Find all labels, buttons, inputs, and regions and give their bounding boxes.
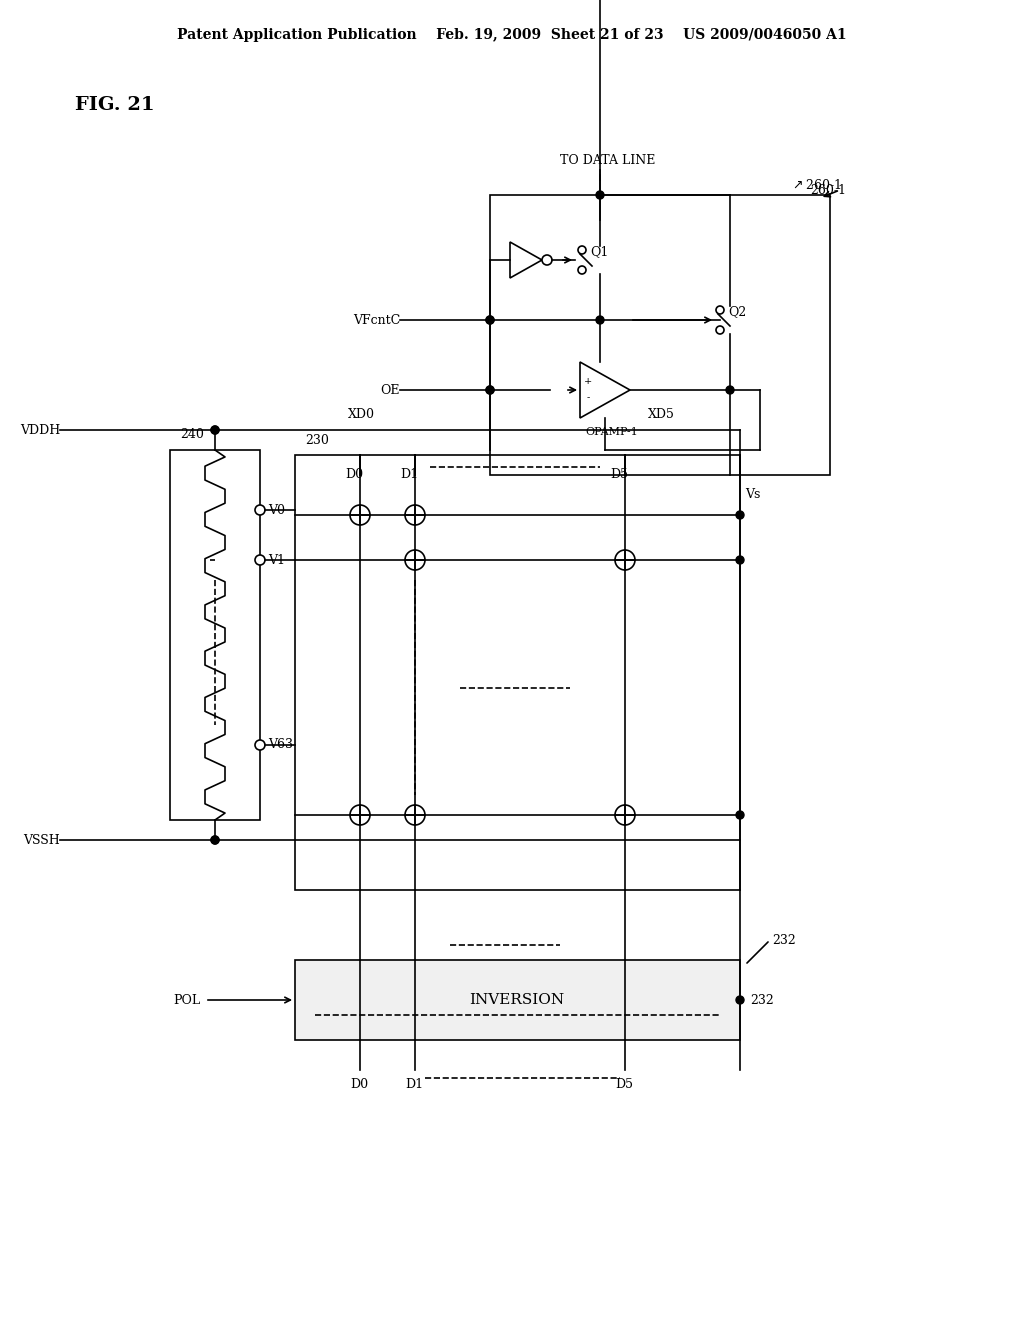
- Text: D5: D5: [615, 1078, 633, 1092]
- Text: TO DATA LINE: TO DATA LINE: [560, 153, 655, 166]
- Circle shape: [350, 805, 370, 825]
- Circle shape: [716, 326, 724, 334]
- Circle shape: [255, 741, 265, 750]
- Polygon shape: [580, 362, 630, 418]
- Text: V63: V63: [268, 738, 293, 751]
- Circle shape: [211, 426, 219, 434]
- Text: 260-1: 260-1: [810, 183, 846, 197]
- Text: D1: D1: [400, 469, 418, 482]
- Circle shape: [211, 836, 219, 843]
- Circle shape: [211, 426, 219, 434]
- Circle shape: [726, 385, 734, 393]
- Text: 230: 230: [305, 433, 329, 446]
- Circle shape: [406, 506, 425, 525]
- Text: D0: D0: [350, 1078, 368, 1092]
- Circle shape: [578, 246, 586, 253]
- Text: D5: D5: [610, 469, 628, 482]
- Bar: [295, 960, 740, 1040]
- Text: -: -: [587, 393, 590, 403]
- Text: D1: D1: [406, 1078, 423, 1092]
- Circle shape: [255, 506, 265, 515]
- Text: 232: 232: [750, 994, 774, 1006]
- Circle shape: [615, 550, 635, 570]
- Circle shape: [255, 554, 265, 565]
- Circle shape: [542, 255, 552, 265]
- Circle shape: [736, 511, 744, 519]
- Text: OE: OE: [381, 384, 400, 396]
- Text: Q1: Q1: [590, 246, 608, 259]
- Text: D0: D0: [345, 469, 364, 482]
- Text: VSSH: VSSH: [24, 833, 60, 846]
- Circle shape: [486, 315, 494, 323]
- Circle shape: [736, 556, 744, 564]
- Text: 240: 240: [180, 429, 204, 441]
- Text: VFcntC: VFcntC: [352, 314, 400, 326]
- Circle shape: [578, 267, 586, 275]
- Circle shape: [486, 385, 494, 393]
- Bar: [490, 195, 830, 475]
- Text: XD5: XD5: [648, 408, 675, 421]
- Circle shape: [716, 306, 724, 314]
- Circle shape: [597, 317, 603, 323]
- Text: Q2: Q2: [728, 305, 746, 318]
- Circle shape: [406, 805, 425, 825]
- Circle shape: [615, 805, 635, 825]
- Text: Patent Application Publication    Feb. 19, 2009  Sheet 21 of 23    US 2009/00460: Patent Application Publication Feb. 19, …: [177, 28, 847, 42]
- Circle shape: [596, 315, 604, 323]
- Text: VDDH: VDDH: [19, 424, 60, 437]
- Bar: [295, 455, 740, 890]
- Text: OPAMP-1: OPAMP-1: [585, 426, 638, 437]
- Circle shape: [486, 315, 494, 323]
- Text: $\nearrow$260-1: $\nearrow$260-1: [790, 178, 842, 191]
- Text: XD0: XD0: [348, 408, 375, 421]
- Text: INVERSION: INVERSION: [469, 993, 564, 1007]
- Text: POL: POL: [173, 994, 200, 1006]
- Text: FIG. 21: FIG. 21: [75, 96, 155, 114]
- Text: Vs: Vs: [745, 488, 761, 502]
- Polygon shape: [510, 242, 542, 279]
- Circle shape: [596, 191, 604, 199]
- Circle shape: [736, 997, 744, 1005]
- Text: V0: V0: [268, 503, 285, 516]
- Circle shape: [736, 810, 744, 818]
- Text: +: +: [584, 378, 592, 387]
- Text: V1: V1: [268, 553, 285, 566]
- Circle shape: [486, 385, 494, 393]
- Circle shape: [211, 836, 219, 843]
- Circle shape: [406, 550, 425, 570]
- Circle shape: [350, 506, 370, 525]
- Text: 232: 232: [772, 933, 796, 946]
- Bar: [170, 450, 260, 820]
